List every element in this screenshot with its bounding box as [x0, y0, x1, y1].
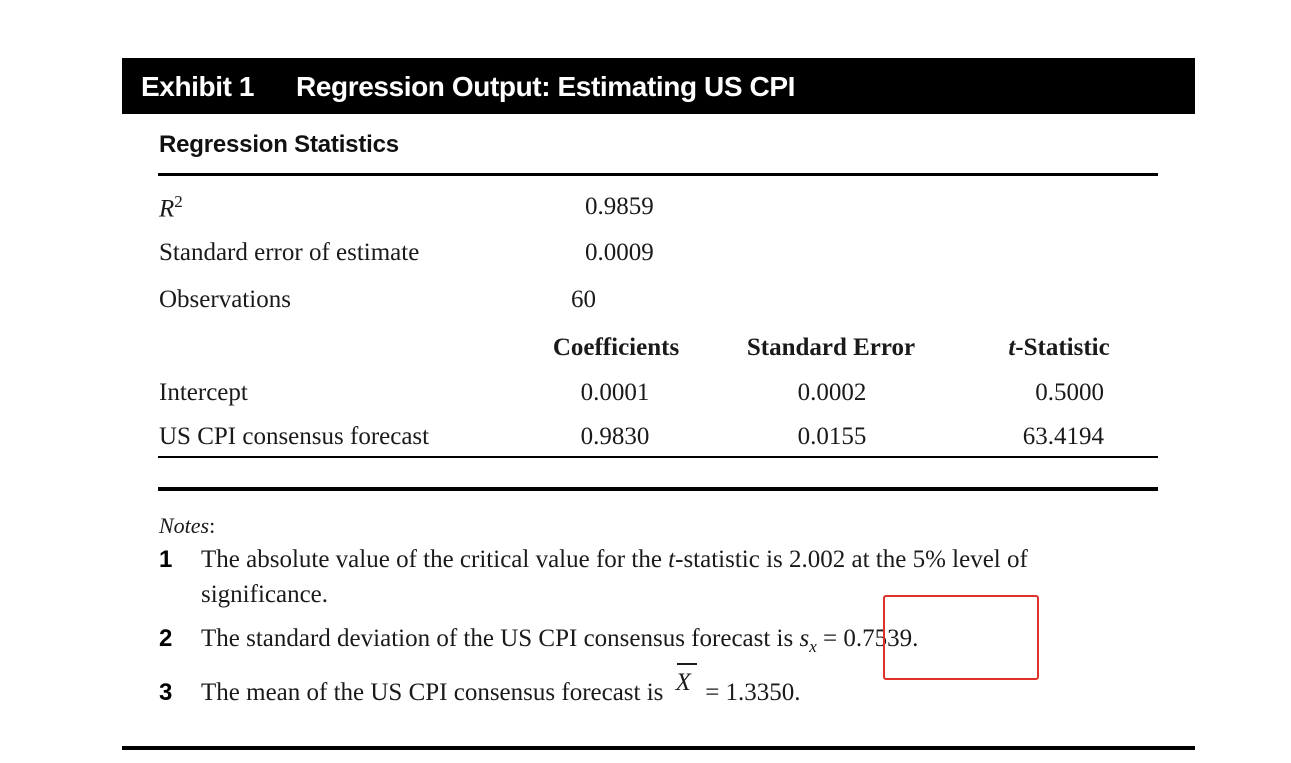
overbar [676, 663, 697, 665]
row-intercept-standard-error: 0.0002 [797, 379, 867, 406]
row-forecast-coefficient: 0.9830 [580, 423, 650, 450]
x-bar-symbol: X [676, 663, 697, 697]
observations-value: 60 [571, 286, 596, 313]
highlight-annotation-box [883, 595, 1039, 680]
note-1-number: 1 [159, 546, 173, 573]
note-1-line-1: The absolute value of the critical value… [201, 546, 1028, 573]
row-forecast-t-statistic: 63.4194 [1022, 423, 1104, 450]
row-forecast-standard-error: 0.0155 [797, 423, 867, 450]
se-value: 0.0009 [585, 239, 654, 266]
header-t-statistic: t-Statistic [1008, 334, 1110, 361]
note-3-text: The mean of the US CPI consensus forecas… [201, 663, 801, 707]
header-coefficients: Coefficients [552, 334, 680, 361]
row-intercept-coefficient: 0.0001 [580, 379, 650, 406]
se-label: Standard error of estimate [159, 239, 420, 266]
header-standard-error: Standard Error [746, 334, 916, 361]
note-3-number: 3 [159, 679, 173, 706]
heading-rule [158, 173, 1158, 176]
r2-label: R2 [159, 192, 183, 223]
row-intercept-t-statistic: 0.5000 [1035, 379, 1104, 406]
r2-value: 0.9859 [585, 193, 654, 220]
observations-label: Observations [159, 286, 291, 313]
note-1-line-2: significance. [201, 581, 329, 608]
note-2-number: 2 [159, 625, 173, 652]
exhibit-label: Exhibit 1 [141, 71, 255, 102]
table-bottom-rule [158, 456, 1158, 458]
regression-statistics-heading: Regression Statistics [159, 131, 399, 158]
note-2-text: The standard deviation of the US CPI con… [201, 625, 919, 656]
row-forecast-label: US CPI consensus forecast [159, 423, 430, 450]
notes-top-rule [158, 487, 1158, 491]
sx-symbol: sx [799, 625, 817, 656]
row-intercept-label: Intercept [159, 379, 248, 406]
exhibit-header: Exhibit 1 Regression Output: Estimating … [122, 58, 1195, 114]
notes-heading: Notes: [159, 513, 216, 538]
bottom-rule [122, 746, 1195, 750]
exhibit-title: Regression Output: Estimating US CPI [296, 71, 795, 102]
